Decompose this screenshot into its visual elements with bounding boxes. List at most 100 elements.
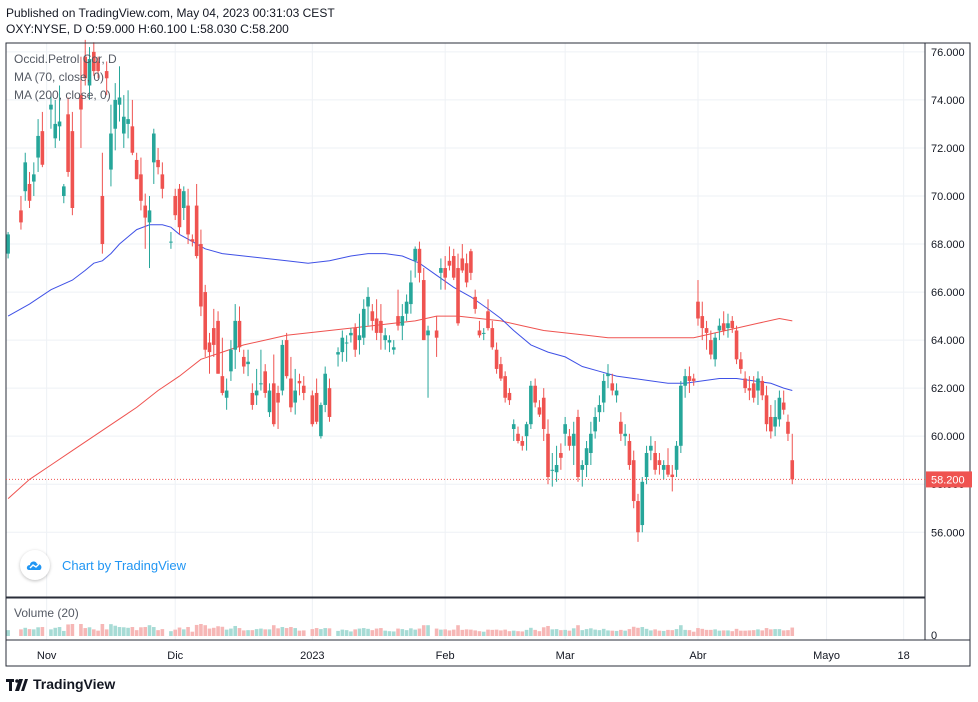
candle-body xyxy=(190,239,195,242)
volume-bar xyxy=(151,627,156,636)
volume-bar xyxy=(481,631,486,636)
volume-bar xyxy=(777,629,782,636)
candle xyxy=(70,111,75,216)
x-tick-label: Mar xyxy=(556,650,575,662)
candle-body xyxy=(284,340,289,377)
candle xyxy=(284,332,289,379)
volume-bar xyxy=(584,629,589,636)
published-line: Published on TradingView.com, May 04, 20… xyxy=(6,6,335,20)
candle-body xyxy=(314,392,319,422)
volume-bar xyxy=(614,630,619,636)
candle xyxy=(653,440,657,475)
candle xyxy=(640,477,645,533)
candle-body xyxy=(683,376,687,386)
candle xyxy=(361,299,366,345)
candle-body xyxy=(606,373,610,377)
x-tick-label: Mayo xyxy=(813,650,840,662)
volume-bar xyxy=(57,627,62,636)
candle-body xyxy=(760,380,765,396)
candle xyxy=(379,304,383,350)
candle xyxy=(584,440,589,478)
candle xyxy=(550,452,555,487)
candle xyxy=(293,368,297,415)
candle-body xyxy=(537,407,542,415)
candle xyxy=(417,241,422,283)
y-tick-label: 60.000 xyxy=(931,431,965,443)
volume-bar xyxy=(529,627,533,636)
volume-bar xyxy=(456,625,460,636)
candle-body xyxy=(657,460,662,466)
candle xyxy=(559,443,563,470)
volume-bar xyxy=(121,627,126,636)
candle-body xyxy=(614,390,619,396)
candle-body xyxy=(619,421,623,434)
candle-body xyxy=(743,378,747,389)
candle xyxy=(636,493,640,542)
candle-body xyxy=(507,392,512,401)
volume-bar xyxy=(426,625,430,636)
candle xyxy=(87,47,92,100)
volume-bar xyxy=(606,630,610,636)
candle xyxy=(439,258,443,290)
candle-body xyxy=(511,424,516,429)
volume-bar xyxy=(293,628,297,636)
candle xyxy=(486,299,490,331)
candle-body xyxy=(477,330,482,336)
candle-body xyxy=(456,268,460,324)
volume-bar xyxy=(83,628,88,636)
candle-body xyxy=(66,114,70,172)
candle-body xyxy=(96,61,100,72)
candle-body xyxy=(533,385,537,403)
candle xyxy=(777,390,782,427)
candle xyxy=(404,294,409,321)
candle xyxy=(216,311,220,374)
candle-body xyxy=(674,445,679,470)
candle xyxy=(250,383,255,410)
candle xyxy=(687,366,692,393)
candle xyxy=(32,162,36,196)
candle-body xyxy=(773,416,777,427)
volume-bar xyxy=(374,628,379,636)
candle xyxy=(271,354,276,427)
candle-body xyxy=(610,383,615,391)
volume-bar xyxy=(717,630,722,636)
volume-bar xyxy=(100,624,105,636)
volume-bar xyxy=(631,626,636,636)
volume-bar xyxy=(246,630,250,636)
volume-bar xyxy=(156,630,160,636)
candle xyxy=(713,332,717,367)
candle xyxy=(190,234,195,247)
candle-body xyxy=(87,59,92,86)
candle xyxy=(477,320,482,338)
candle-body xyxy=(567,436,572,446)
volume-bar xyxy=(649,630,653,636)
tradingview-badge[interactable]: Chart by TradingView xyxy=(20,550,186,580)
frame xyxy=(5,42,971,667)
volume-bar xyxy=(139,627,143,636)
candle xyxy=(156,147,160,175)
candle xyxy=(66,97,70,177)
outer-border xyxy=(5,42,971,667)
candle-body xyxy=(717,325,722,331)
volume-bar xyxy=(203,625,208,636)
candle-body xyxy=(726,323,730,329)
candle xyxy=(186,188,190,245)
candle-body xyxy=(297,380,302,384)
candle xyxy=(181,186,186,221)
candle-body xyxy=(357,335,362,341)
volume-bar xyxy=(593,629,597,636)
candle-body xyxy=(734,330,739,360)
legend-volume: Volume (20) xyxy=(14,606,79,620)
y-tick-label: 70.000 xyxy=(931,191,965,203)
candle xyxy=(143,193,148,249)
volume-bar xyxy=(623,630,627,636)
volume-bar xyxy=(696,628,700,636)
grid xyxy=(6,43,925,640)
volume-bar xyxy=(349,631,353,636)
candle-body xyxy=(704,328,709,333)
volume-bar xyxy=(336,630,340,636)
volume-bar xyxy=(494,629,499,636)
volume-bar xyxy=(177,627,182,636)
candle-body xyxy=(559,452,563,458)
candle-body xyxy=(139,174,143,201)
